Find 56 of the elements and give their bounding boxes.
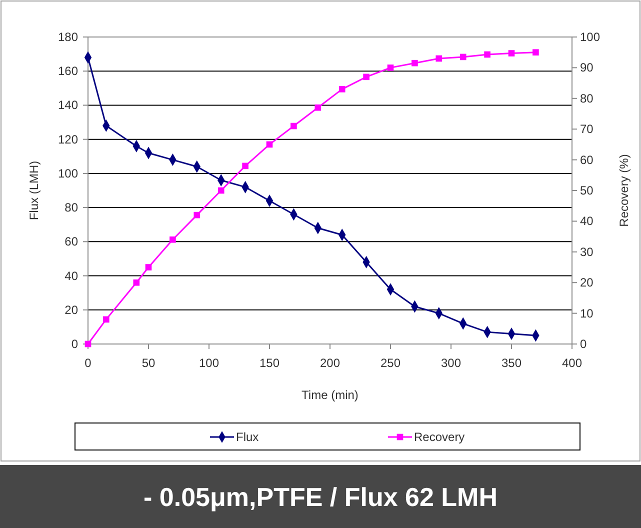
point [290,122,297,130]
x-tick-label: 250 [380,356,401,370]
point [194,212,200,218]
point [170,236,176,243]
y2-tick-label: 50 [580,184,594,198]
y-tick-label: 120 [58,132,78,146]
x-tick-label: 350 [501,356,522,370]
point [133,279,140,286]
legend-label: Recovery [414,430,465,444]
y2-tick-label: 10 [580,306,594,320]
x-tick-label: 150 [259,356,280,370]
point [266,141,273,148]
y2-tick-label: 90 [580,60,594,75]
x-tick-label: 50 [142,356,156,370]
x-tick-label: 200 [320,356,340,370]
y2-tick-label: 40 [580,214,594,228]
point [145,264,152,270]
y-tick-label: 20 [64,302,78,317]
point [412,60,418,66]
y-tick-label: 140 [58,98,78,112]
y2-tick-label: 100 [580,30,600,44]
point [460,54,466,60]
x-tick-label: 0 [84,356,92,370]
point [338,86,346,92]
y2-tick-label: 30 [580,244,594,259]
y-tick-label: 160 [58,64,78,78]
point [218,187,224,194]
legend-label: Flux [236,430,259,444]
x-tick-label: 400 [562,356,582,370]
point [102,316,110,323]
y2-axis-title: Recovery (%) [617,154,631,227]
y-tick-label: 180 [58,30,78,44]
x-axis-title: Time (min) [302,388,358,402]
y-tick-label: 0 [71,337,78,351]
point [508,50,515,56]
y-tick-label: 40 [64,268,78,283]
y-tick-label: 80 [64,200,78,215]
y2-tick-label: 70 [580,122,594,136]
x-tick-label: 100 [198,356,220,370]
point [84,340,92,348]
y2-tick-label: 60 [580,152,594,167]
y-axis-title: Flux (LMH) [27,160,41,220]
point [314,104,322,111]
y2-tick-label: 80 [580,91,594,106]
point [484,51,490,58]
point [242,162,248,170]
point [532,49,539,56]
point [436,55,442,62]
y-tick-label: 60 [64,234,78,249]
y2-tick-label: 0 [580,337,587,351]
text: - 0.05μm,PTFE / Flux 62 LMH [144,482,498,512]
point [387,64,394,71]
y2-tick-label: 20 [580,276,594,290]
y-tick-label: 100 [58,166,78,180]
x-tick-label: 300 [440,356,462,370]
point [363,74,370,80]
